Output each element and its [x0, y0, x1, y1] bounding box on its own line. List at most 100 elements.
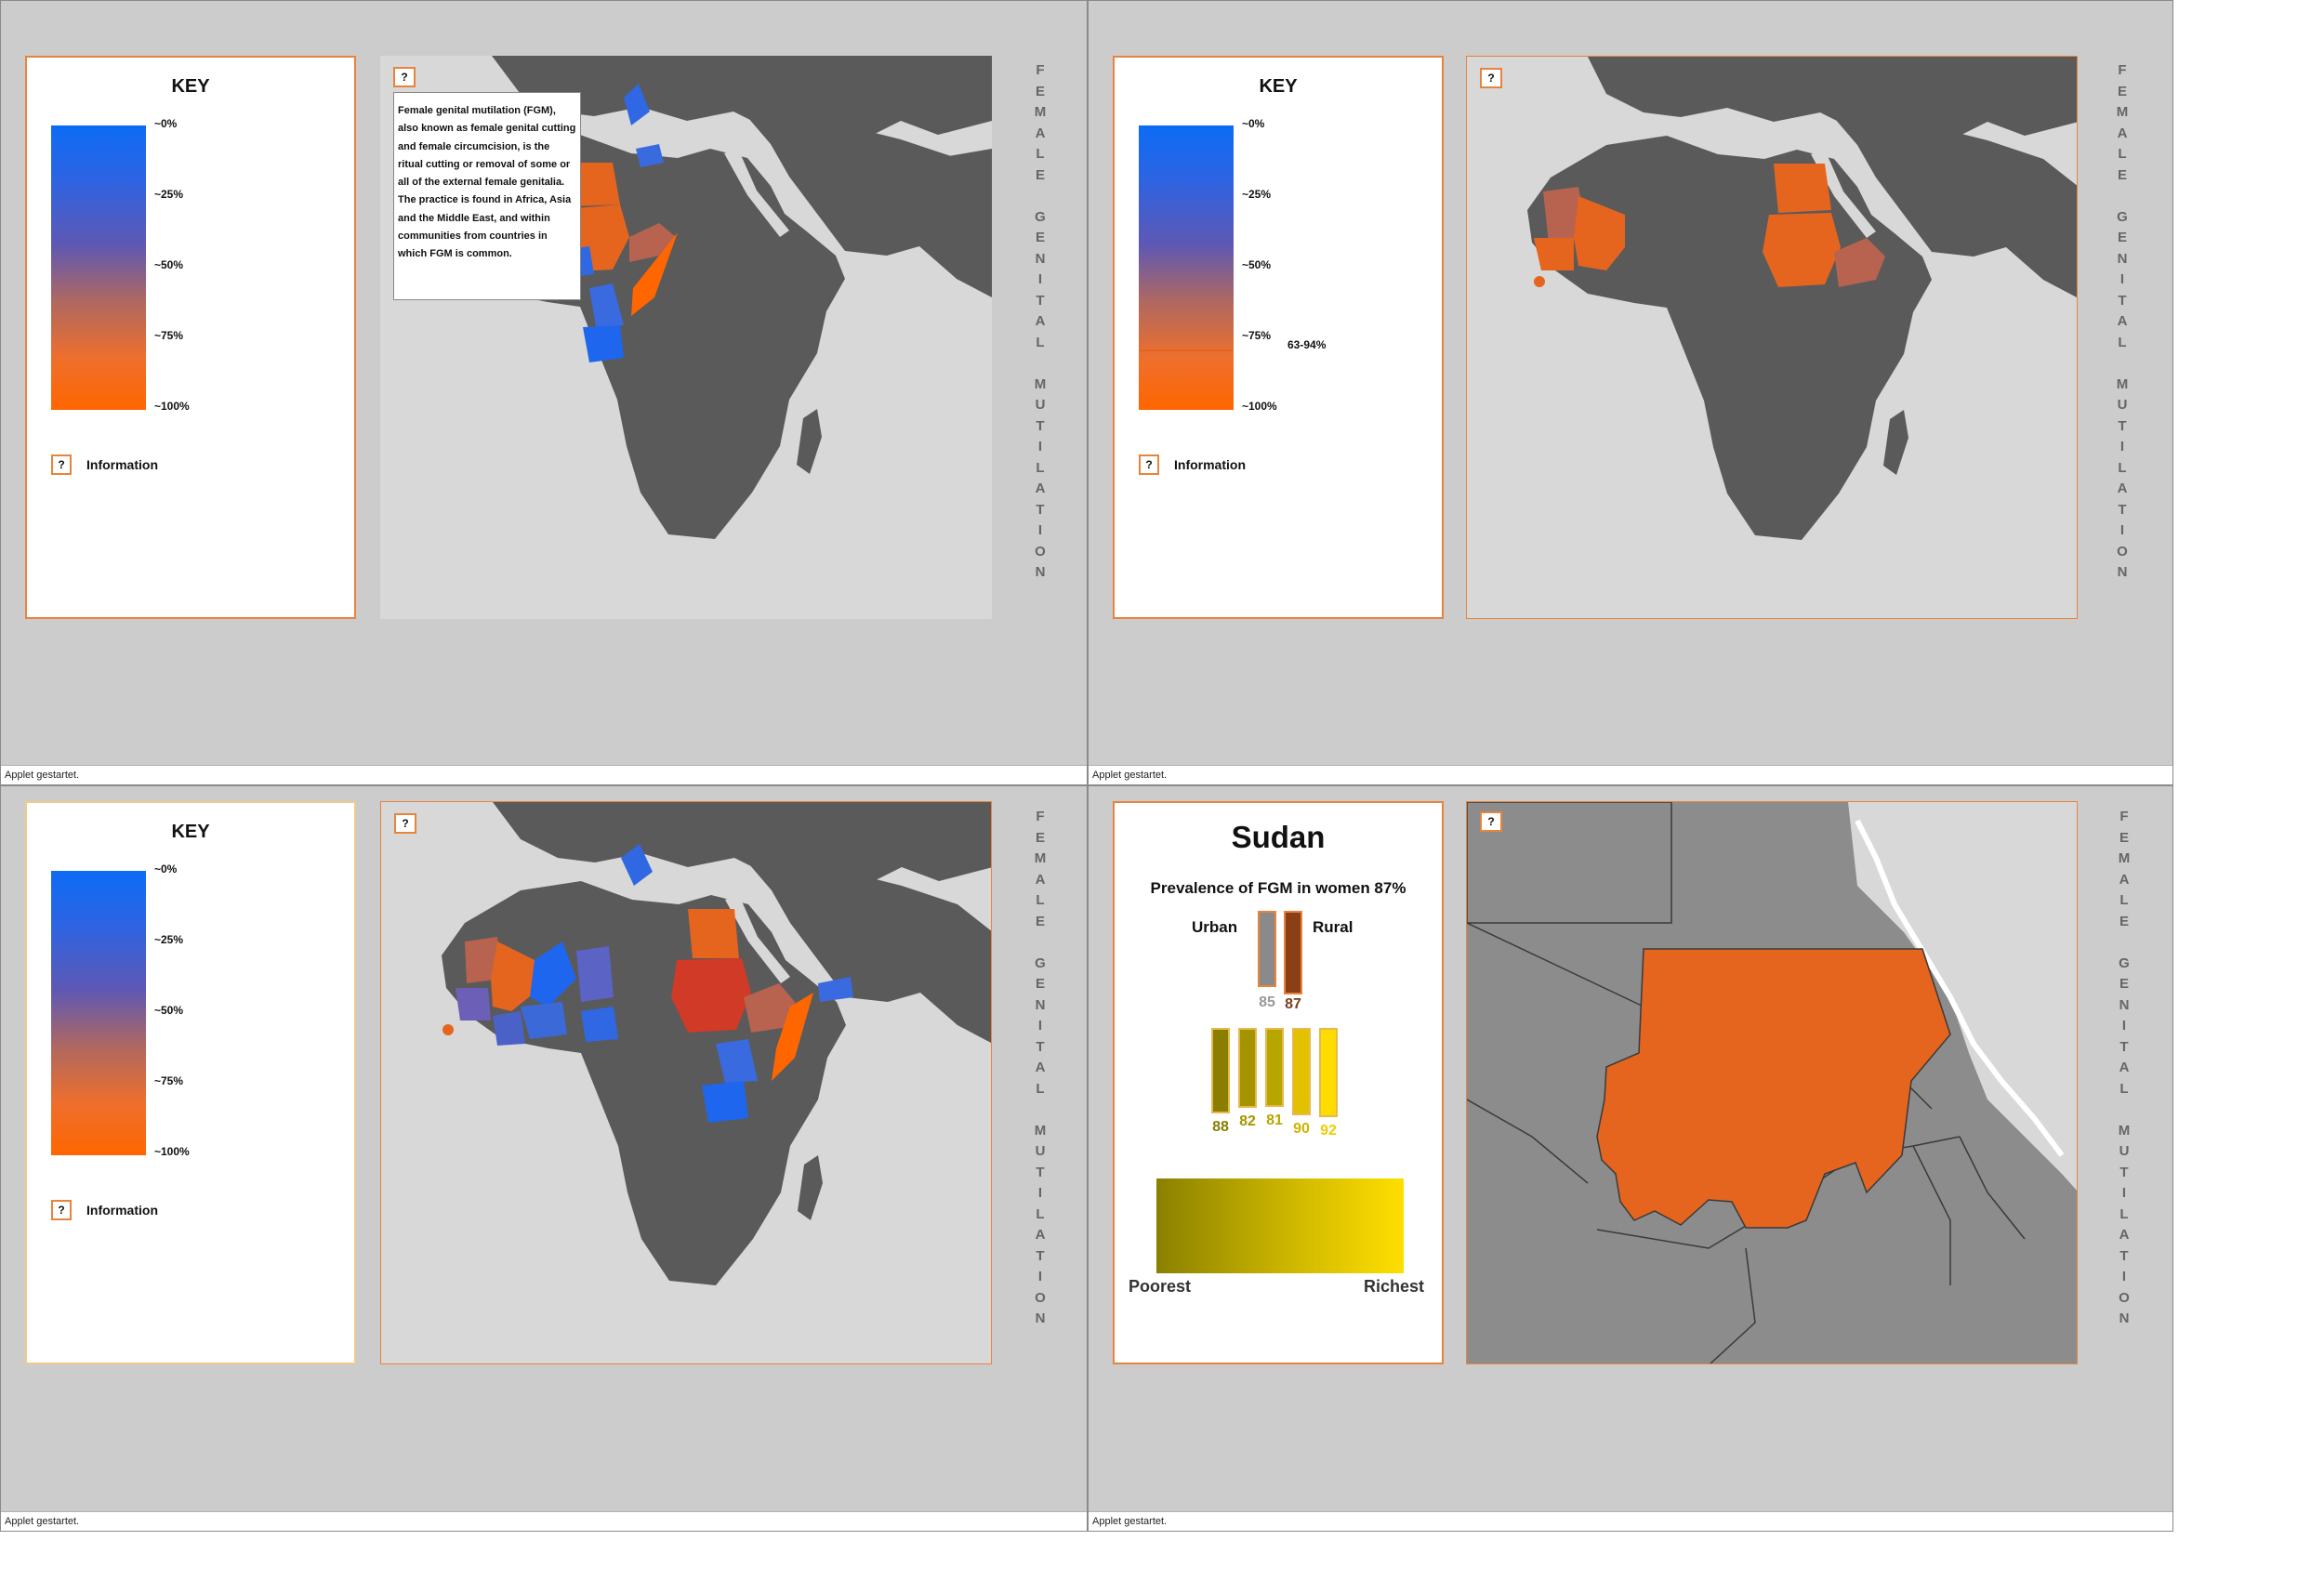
region-yemen: [636, 144, 664, 167]
map-help-button[interactable]: ?: [393, 67, 416, 87]
map-panel[interactable]: ?: [380, 801, 992, 1364]
region-senegal: [1534, 238, 1574, 270]
rural-label: Rural: [1313, 918, 1353, 936]
region-mali: [1574, 196, 1625, 270]
region-sudan: [1763, 213, 1841, 287]
status-bar: Applet gestartet.: [1, 1511, 1087, 1531]
region-ethiopia: [629, 223, 676, 262]
country-title: Sudan: [1231, 820, 1326, 854]
wealth-bar-3: [1265, 1028, 1284, 1107]
wealth-value-3: 81: [1266, 1113, 1283, 1128]
urban-label: Urban: [1192, 918, 1238, 936]
key-title: KEY: [1259, 76, 1298, 97]
info-label: Information: [86, 457, 158, 472]
key-panel: KEY ~0% ~25% ~50% ~75% ~100% ? Informati…: [25, 801, 356, 1364]
region-sierra-leone: [1534, 276, 1545, 287]
africa-map: [1467, 57, 2077, 618]
prevalence-text: Prevalence of FGM in women 87%: [1150, 879, 1406, 897]
key-tick-50: ~50%: [1242, 258, 1272, 271]
rural-bar: [1284, 911, 1302, 994]
region-kenya: [716, 1039, 758, 1083]
info-button[interactable]: ?: [51, 454, 72, 475]
key-tick-100: ~100%: [1242, 400, 1277, 413]
key-tick-100: ~100%: [154, 400, 190, 413]
key-gradient: [1139, 125, 1234, 410]
urban-bar: [1258, 911, 1276, 987]
key-tick-100: ~100%: [154, 1145, 190, 1158]
map-panel[interactable]: ?: [1466, 56, 2078, 619]
map-help-button[interactable]: ?: [1480, 811, 1502, 832]
wealth-gradient: [1156, 1178, 1404, 1273]
region-somalia: [631, 232, 678, 316]
range-indicator: [1139, 349, 1234, 351]
status-bar: Applet gestartet.: [1089, 1511, 2172, 1531]
key-tick-75: ~75%: [154, 1074, 184, 1087]
key-gradient: [51, 871, 146, 1155]
region-senegal: [456, 988, 491, 1020]
key-title: KEY: [171, 822, 210, 842]
region-yemen: [818, 977, 853, 1002]
key-tick-25: ~25%: [1242, 188, 1272, 201]
africa-map: [381, 802, 991, 1363]
wealth-bar-4: [1292, 1028, 1311, 1115]
wealth-value-5: 92: [1320, 1123, 1337, 1139]
applet-top-left: KEY ~0% ~25% ~50% ~75% ~100% ? Informati…: [0, 0, 1088, 785]
region-nigeria: [521, 1002, 567, 1039]
region-kenya: [589, 283, 624, 327]
region-car: [581, 1007, 618, 1042]
region-egypt: [688, 909, 739, 958]
wealth-bar-1: [1211, 1028, 1230, 1113]
info-label: Information: [86, 1203, 158, 1218]
region-iraq: [624, 84, 650, 125]
key-tick-75: ~75%: [154, 329, 184, 342]
map-help-button[interactable]: ?: [1480, 68, 1502, 88]
info-tooltip: Female genital mutilation (FGM), also kn…: [393, 92, 581, 300]
region-iraq: [621, 844, 653, 886]
key-panel: KEY ~0% ~25% ~50% ~75% ~100% ? Informati…: [25, 56, 356, 619]
region-chad: [576, 946, 614, 1002]
region-sierra-leone: [442, 1024, 454, 1035]
region-ethiopia: [744, 983, 795, 1033]
sudan-map: [1467, 802, 2077, 1363]
poorest-label: Poorest: [1129, 1277, 1192, 1296]
range-annotation: 63-94%: [1287, 338, 1327, 351]
wealth-bar-2: [1238, 1028, 1257, 1108]
key-panel: KEY ~0% ~25% ~50% ~75% ~100% 63-94% ? In…: [1113, 56, 1444, 619]
rural-value: 87: [1285, 996, 1301, 1012]
map-help-button[interactable]: ?: [394, 813, 416, 834]
key-tick-0: ~0%: [1242, 117, 1265, 130]
richest-label: Richest: [1364, 1277, 1425, 1296]
region-mali: [491, 941, 535, 1011]
info-button[interactable]: ?: [1139, 454, 1159, 475]
key-tick-50: ~50%: [154, 1004, 184, 1017]
urban-value: 85: [1259, 994, 1275, 1010]
country-detail-panel: Sudan Prevalence of FGM in women 87% Urb…: [1113, 801, 1444, 1364]
key-gradient: [51, 125, 146, 410]
key-tick-50: ~50%: [154, 258, 184, 271]
key-tick-0: ~0%: [154, 862, 178, 876]
wealth-value-2: 82: [1239, 1113, 1256, 1129]
region-somalia: [772, 993, 813, 1081]
key-tick-0: ~0%: [154, 117, 178, 130]
wealth-bar-5: [1319, 1028, 1338, 1117]
key-tick-75: ~75%: [1242, 329, 1272, 342]
region-ethiopia: [1834, 238, 1885, 287]
map-panel[interactable]: ?: [1466, 801, 2078, 1364]
region-sudan: [1596, 948, 1951, 1229]
info-label: Information: [1174, 457, 1246, 472]
status-bar: Applet gestartet.: [1089, 765, 2172, 784]
region-tanzania: [702, 1081, 748, 1123]
info-button[interactable]: ?: [51, 1200, 72, 1220]
region-niger: [530, 941, 576, 1007]
key-title: KEY: [171, 76, 210, 97]
region-egypt: [1774, 164, 1831, 213]
applet-top-right: KEY ~0% ~25% ~50% ~75% ~100% 63-94% ? In…: [1088, 0, 2173, 785]
region-egypt: [571, 163, 620, 206]
applet-bottom-right: Sudan Prevalence of FGM in women 87% Urb…: [1088, 785, 2173, 1532]
status-bar: Applet gestartet.: [1, 765, 1087, 784]
wealth-value-1: 88: [1212, 1119, 1229, 1135]
